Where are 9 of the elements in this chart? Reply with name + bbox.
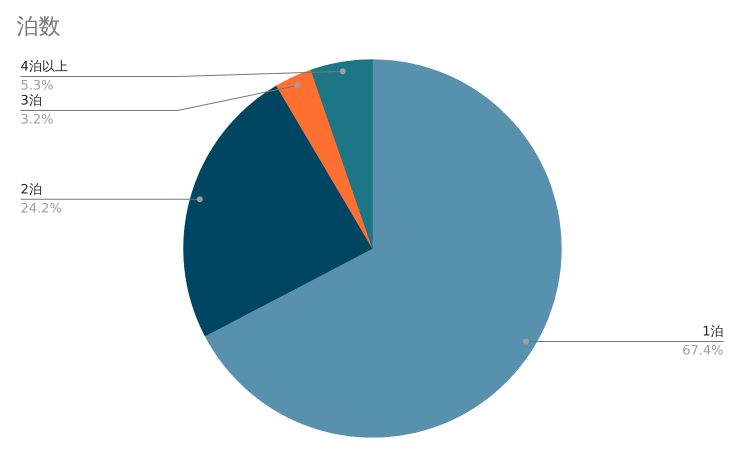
slice-label: 3泊: [20, 94, 42, 108]
data-label: 5.3%: [20, 78, 54, 94]
chart-title: 泊数: [16, 14, 60, 40]
slice-label: 4泊以上: [20, 60, 68, 74]
slice-label: 1泊: [702, 324, 724, 340]
data-label: 24.2%: [20, 201, 62, 216]
data-label: 67.4%: [682, 344, 724, 359]
data-label: 3.2%: [20, 112, 54, 128]
slice-label: 2泊: [20, 182, 42, 198]
